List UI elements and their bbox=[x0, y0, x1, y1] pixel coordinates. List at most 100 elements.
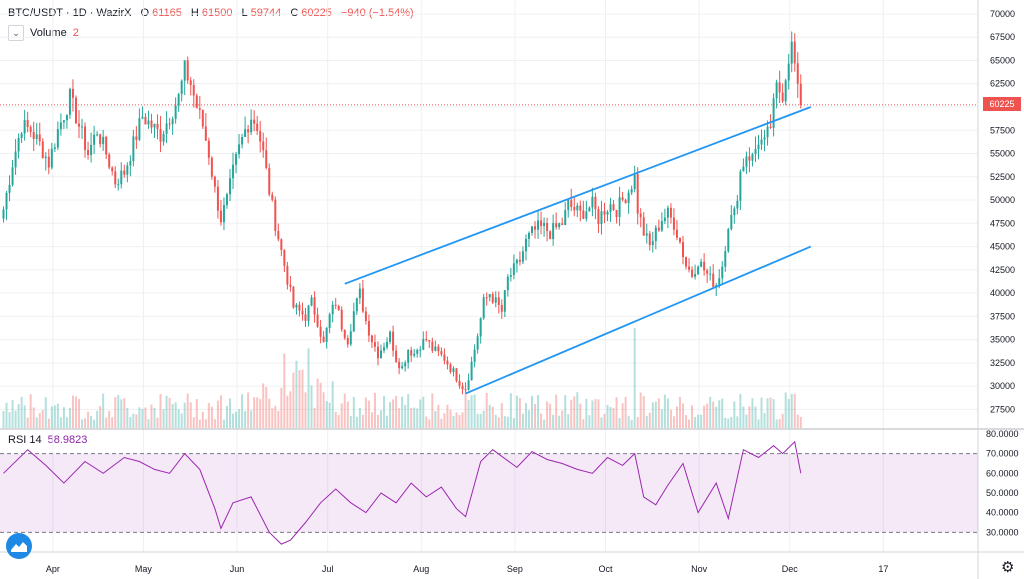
volume-bar bbox=[274, 405, 277, 428]
volume-bar bbox=[96, 410, 99, 428]
candle-body bbox=[748, 156, 751, 161]
candle-body bbox=[594, 196, 597, 210]
price-tick-label: 50000 bbox=[990, 195, 1015, 205]
volume-bar bbox=[524, 402, 527, 428]
candle-body bbox=[479, 318, 482, 337]
volume-bar bbox=[751, 398, 754, 428]
candle-body bbox=[431, 341, 434, 351]
volume-bar bbox=[700, 414, 703, 428]
volume-value: 2 bbox=[72, 27, 79, 39]
candle-body bbox=[672, 217, 675, 230]
candle-body bbox=[120, 170, 123, 185]
candle-body bbox=[174, 105, 177, 119]
volume-bar bbox=[639, 392, 642, 428]
volume-bar bbox=[721, 398, 724, 428]
volume-bar bbox=[247, 392, 250, 428]
candle-body bbox=[434, 346, 437, 351]
time-tick-label: Dec bbox=[782, 564, 799, 574]
volume-bar bbox=[162, 409, 165, 428]
candle-body bbox=[600, 211, 603, 225]
volume-bar bbox=[373, 392, 376, 428]
candle-body bbox=[615, 209, 618, 217]
candle-body bbox=[283, 249, 286, 266]
volume-bar bbox=[2, 411, 5, 428]
candle-body bbox=[621, 197, 624, 200]
volume-bar bbox=[346, 401, 349, 428]
candle-body bbox=[171, 118, 174, 125]
price-tick-label: 40000 bbox=[990, 288, 1015, 298]
candle-body bbox=[232, 164, 235, 179]
volume-bar bbox=[609, 406, 612, 428]
volume-bar bbox=[561, 410, 564, 428]
candle-body bbox=[361, 288, 364, 312]
candle-body bbox=[213, 176, 216, 187]
volume-bar bbox=[657, 398, 660, 428]
volume-bar bbox=[380, 410, 382, 428]
volume-bar bbox=[195, 399, 198, 428]
candle-body bbox=[540, 220, 543, 226]
candle-body bbox=[642, 217, 645, 236]
volume-bar bbox=[576, 392, 579, 428]
price-tick-label: 37500 bbox=[990, 311, 1015, 321]
candle-body bbox=[769, 126, 772, 128]
rsi-tick-label: 40.0000 bbox=[986, 508, 1019, 518]
volume-bar bbox=[114, 397, 117, 428]
volume-bar bbox=[23, 405, 26, 428]
volume-bar bbox=[636, 417, 639, 428]
candle-body bbox=[280, 239, 283, 250]
candle-body bbox=[449, 364, 452, 372]
volume-bar bbox=[685, 414, 688, 428]
volume-bar bbox=[235, 411, 238, 428]
volume-bar bbox=[250, 410, 253, 428]
volume-bar bbox=[645, 415, 648, 428]
volume-label[interactable]: Volume bbox=[30, 27, 67, 39]
volume-bar bbox=[219, 395, 222, 428]
candle-body bbox=[796, 63, 799, 84]
gear-icon[interactable]: ⚙ bbox=[1001, 559, 1015, 576]
volume-bar bbox=[718, 400, 721, 428]
candle-body bbox=[446, 360, 449, 365]
volume-bar bbox=[564, 395, 567, 428]
candle-body bbox=[334, 304, 337, 306]
volume-bar bbox=[543, 419, 546, 428]
candle-body bbox=[389, 331, 392, 342]
volume-bar bbox=[476, 413, 479, 428]
volume-bar bbox=[663, 394, 666, 428]
volume-bar bbox=[766, 398, 769, 428]
volume-bar bbox=[183, 402, 186, 428]
volume-bar bbox=[694, 416, 697, 428]
tradingview-logo-icon[interactable] bbox=[6, 533, 32, 559]
candle-body bbox=[675, 229, 678, 238]
volume-bar bbox=[736, 416, 739, 428]
price-tick-label: 47500 bbox=[990, 218, 1015, 228]
price-tick-label: 42500 bbox=[990, 265, 1015, 275]
volume-bar bbox=[201, 411, 204, 428]
candle-body bbox=[177, 94, 180, 106]
volume-bar bbox=[232, 413, 235, 428]
candle-body bbox=[44, 156, 47, 159]
volume-bar bbox=[769, 397, 772, 428]
volume-bar bbox=[32, 407, 35, 428]
candle-body bbox=[126, 165, 129, 175]
candle-body bbox=[552, 223, 555, 240]
candle-body bbox=[235, 154, 238, 165]
candle-body bbox=[87, 149, 90, 155]
candle-body bbox=[512, 263, 515, 276]
candle-body bbox=[772, 98, 775, 128]
rsi-label[interactable]: RSI 14 bbox=[8, 434, 42, 446]
candle-body bbox=[65, 114, 68, 121]
volume-bar bbox=[799, 416, 802, 428]
candle-body bbox=[721, 266, 724, 279]
candle-body bbox=[654, 227, 657, 242]
volume-bar bbox=[790, 394, 793, 428]
symbol-title[interactable]: BTC/USDT · 1D · WazirX bbox=[8, 7, 132, 19]
candle-body bbox=[657, 227, 660, 231]
volume-bar bbox=[286, 395, 289, 428]
volume-bar bbox=[446, 404, 449, 428]
candle-body bbox=[2, 209, 5, 219]
volume-bar bbox=[210, 406, 213, 428]
candle-body bbox=[392, 331, 395, 351]
time-tick-label: Oct bbox=[598, 564, 613, 574]
candle-body bbox=[660, 221, 663, 231]
